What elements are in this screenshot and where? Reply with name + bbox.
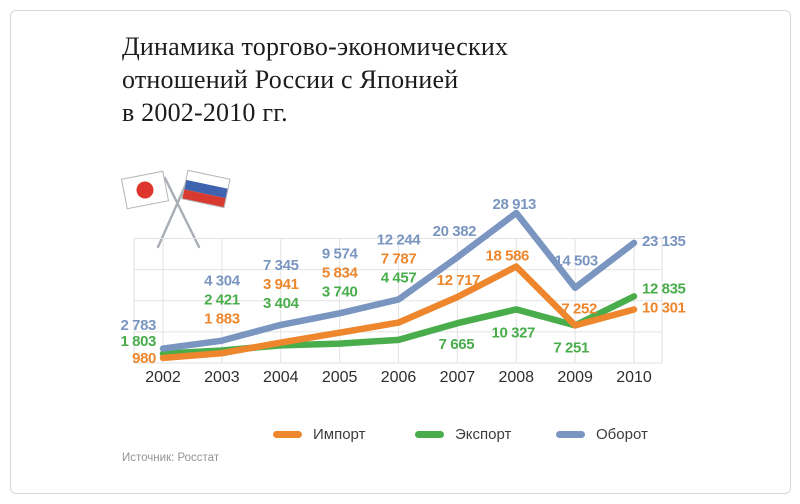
japan-flag-sun — [136, 181, 154, 199]
legend-label-import: Импорт — [313, 425, 366, 443]
title-line-1: Динамика торгово-экономических — [122, 32, 509, 61]
legend-label-turnover: Оборот — [596, 425, 648, 443]
crossed-flags-illustration — [120, 169, 231, 249]
title-line-3: в 2002-2010 гг. — [122, 98, 288, 127]
legend-label-export: Экспорт — [455, 425, 512, 443]
russia-flag-icon — [181, 169, 231, 209]
legend-item-import: Импорт — [273, 423, 365, 445]
import-line-marker — [273, 430, 302, 438]
turnover-line-marker — [556, 430, 585, 438]
legend-item-turnover: Оборот — [556, 423, 648, 445]
chart-legend: Импорт Экспорт Оборот — [0, 423, 800, 447]
legend-item-export: Экспорт — [415, 423, 511, 445]
title-line-2: отношений России с Японией — [122, 65, 459, 94]
export-line-marker — [415, 430, 444, 438]
page-title: Динамика торгово-экономических отношений… — [122, 30, 508, 129]
source-note: Источник: Росстат — [122, 452, 220, 464]
japan-flag-icon — [120, 170, 170, 210]
